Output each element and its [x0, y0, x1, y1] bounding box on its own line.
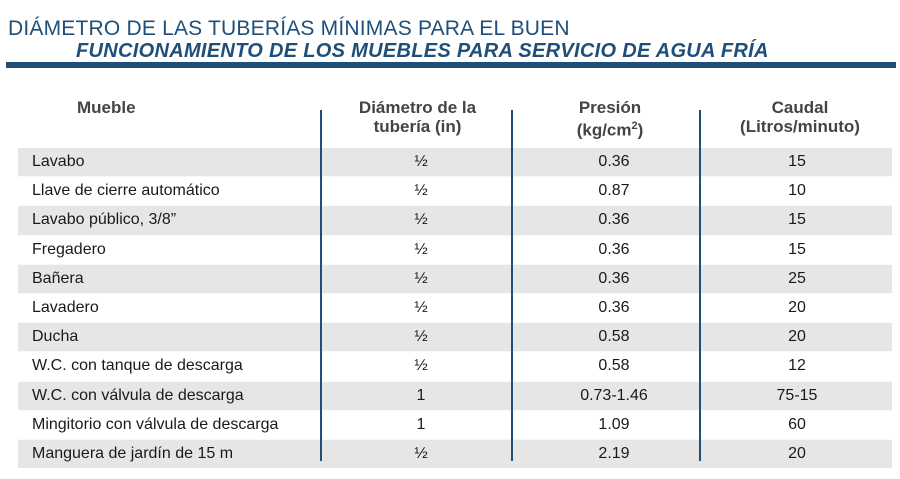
title-underline	[6, 62, 896, 68]
cell-presion: 1.09	[598, 415, 630, 433]
cell-diametro: ½	[414, 299, 428, 317]
cell-diametro: ½	[414, 269, 428, 287]
cell-presion: 0.36	[598, 269, 630, 287]
table-row: Lavabo ½ 0.36 15	[18, 148, 892, 178]
cell-mueble: Llave de cierre automático	[32, 182, 220, 200]
table-row: W.C. con tanque de descarga ½ 0.58 12	[18, 352, 892, 382]
cell-diametro: ½	[414, 444, 428, 462]
cell-caudal: 25	[788, 269, 806, 287]
cell-presion: 2.19	[598, 444, 630, 462]
title-line-1: DIÁMETRO DE LAS TUBERÍAS MÍNIMAS PARA EL…	[8, 17, 570, 40]
header-presion-unit: (kg/cm	[576, 120, 632, 140]
table-row: W.C. con válvula de descarga 1 0.73-1.46…	[18, 381, 892, 411]
cell-diametro: ½	[414, 153, 428, 171]
header-presion: Presión (kg/cm2)	[520, 98, 700, 140]
header-diametro-line1: Diámetro de la	[358, 98, 477, 117]
cell-diametro: 1	[416, 415, 426, 433]
cell-mueble: Lavabo público, 3/8”	[32, 211, 177, 229]
table-row: Manguera de jardín de 15 m ½ 2.19 20	[18, 439, 892, 469]
cell-caudal: 12	[788, 357, 806, 375]
header-mueble-label: Mueble	[77, 98, 136, 117]
cell-presion: 0.58	[598, 357, 630, 375]
cell-presion: 0.87	[598, 182, 630, 200]
cell-mueble: W.C. con válvula de descarga	[32, 386, 244, 404]
table-row: Mingitorio con válvula de descarga 1 1.0…	[18, 411, 892, 440]
title-line-2: FUNCIONAMIENTO DE LOS MUEBLES PARA SERVI…	[76, 40, 769, 62]
cell-diametro: ½	[414, 211, 428, 229]
cell-caudal: 10	[788, 182, 806, 200]
cell-mueble: Lavadero	[32, 299, 99, 317]
header-caudal-line2: (Litros/minuto)	[740, 117, 860, 136]
cell-presion: 0.73-1.46	[580, 386, 648, 404]
cell-diametro: ½	[414, 357, 428, 375]
cell-mueble: Lavabo	[32, 153, 85, 171]
table-row: Ducha ½ 0.58 20	[18, 323, 892, 353]
header-presion-sup: 2	[631, 120, 638, 132]
cell-mueble: Ducha	[32, 328, 79, 346]
column-divider	[511, 110, 513, 461]
cell-caudal: 20	[788, 444, 806, 462]
rows-container: Lavabo ½ 0.36 15 Llave de cierre automát…	[18, 148, 892, 469]
cell-caudal: 15	[788, 153, 806, 171]
header-caudal: Caudal (Litros/minuto)	[705, 98, 895, 136]
table-row: Lavabo público, 3/8” ½ 0.36 15	[18, 206, 892, 236]
header-caudal-line1: Caudal	[771, 98, 829, 117]
cell-caudal: 20	[788, 299, 806, 317]
column-divider	[699, 110, 701, 461]
header-presion-line1: Presión	[578, 98, 642, 117]
cell-mueble: Bañera	[32, 269, 84, 287]
header-diametro: Diámetro de la tubería (in)	[330, 98, 505, 136]
cell-diametro: 1	[416, 386, 426, 404]
table-row: Fregadero ½ 0.36 15	[18, 236, 892, 265]
header-mueble: Mueble	[77, 98, 136, 117]
cell-mueble: Mingitorio con válvula de descarga	[32, 415, 279, 433]
cell-caudal: 75-15	[776, 386, 818, 404]
cell-diametro: ½	[414, 328, 428, 346]
header-diametro-line2: tubería (in)	[373, 117, 462, 136]
cell-mueble: Fregadero	[32, 240, 106, 258]
cell-caudal: 15	[788, 240, 806, 258]
cell-presion: 0.36	[598, 299, 630, 317]
cell-diametro: ½	[414, 182, 428, 200]
cell-presion: 0.36	[598, 240, 630, 258]
cell-presion: 0.36	[598, 211, 630, 229]
table-row: Llave de cierre automático ½ 0.87 10	[18, 177, 892, 207]
table-row: Lavadero ½ 0.36 20	[18, 294, 892, 324]
cell-caudal: 15	[788, 211, 806, 229]
cell-presion: 0.58	[598, 328, 630, 346]
cell-caudal: 60	[788, 415, 806, 433]
header-presion-close: )	[637, 120, 644, 140]
header-presion-line2: (kg/cm2)	[520, 117, 700, 140]
cell-caudal: 20	[788, 328, 806, 346]
cell-mueble: W.C. con tanque de descarga	[32, 357, 243, 375]
cell-mueble: Manguera de jardín de 15 m	[32, 444, 234, 462]
cell-diametro: ½	[414, 240, 428, 258]
column-divider	[320, 110, 322, 461]
cell-presion: 0.36	[598, 153, 630, 171]
table-row: Bañera ½ 0.36 25	[18, 264, 892, 294]
